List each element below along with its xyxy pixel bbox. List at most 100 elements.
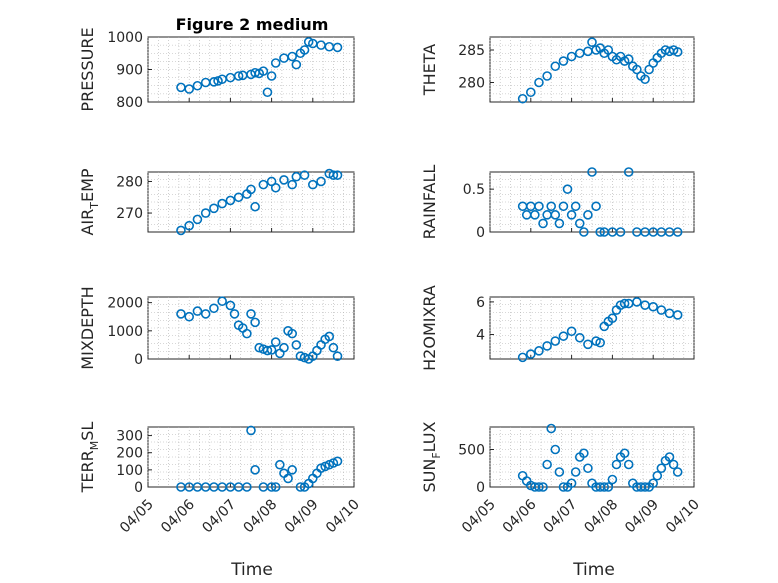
data-point xyxy=(225,195,236,206)
data-point xyxy=(250,201,260,212)
data-point xyxy=(229,309,240,319)
data-point xyxy=(184,220,194,231)
x-tick-label: 04/06 xyxy=(158,496,198,536)
data-point xyxy=(242,482,252,492)
data-point xyxy=(200,208,211,218)
data-point xyxy=(332,351,343,361)
data-point xyxy=(672,47,683,57)
data-point xyxy=(246,425,256,436)
y-axis-label-main: SUN xyxy=(420,459,439,493)
x-tick-label: 04/08 xyxy=(241,497,281,537)
data-point xyxy=(233,192,244,203)
data-point xyxy=(295,482,306,492)
data-point xyxy=(583,210,593,220)
y-tick-label: 280 xyxy=(116,174,143,190)
data-point xyxy=(246,184,256,195)
data-point xyxy=(254,342,265,353)
data-point xyxy=(184,311,194,322)
data-point xyxy=(566,326,577,337)
data-point xyxy=(287,465,298,475)
y-tick-label: 0.5 xyxy=(463,182,485,198)
y-tick-label: 6 xyxy=(476,295,485,311)
data-point xyxy=(566,51,577,62)
data-point xyxy=(332,42,343,53)
x-tick-label: 04/07 xyxy=(199,497,239,537)
data-point xyxy=(287,51,298,62)
x-tick-label: 04/10 xyxy=(323,497,363,537)
data-point xyxy=(558,201,569,212)
data-point xyxy=(611,459,622,470)
y-axis-label: H2OMIXRA xyxy=(420,285,439,371)
data-point xyxy=(664,452,675,462)
data-point xyxy=(266,71,277,81)
y-axis-label-tail: SL xyxy=(78,422,97,441)
y-axis-label: AIRTEMP xyxy=(78,168,101,235)
data-point xyxy=(279,342,289,353)
data-point xyxy=(632,297,642,307)
y-tick-label: 2000 xyxy=(107,296,143,312)
y-axis-label: MIXDEPTH xyxy=(78,286,97,369)
data-point xyxy=(595,337,605,348)
data-point xyxy=(534,346,544,356)
data-point xyxy=(672,310,683,320)
data-point xyxy=(316,176,326,187)
data-point xyxy=(270,337,281,347)
x-tick-label: 04/08 xyxy=(581,497,621,537)
y-axis-label-main: THETA xyxy=(420,44,439,96)
data-point xyxy=(668,459,679,470)
x-axis-label-left: Time xyxy=(230,560,273,580)
data-point xyxy=(623,54,634,64)
data-point xyxy=(623,459,634,470)
data-point xyxy=(583,339,593,350)
data-point xyxy=(546,201,557,212)
data-point xyxy=(591,201,601,212)
data-point xyxy=(225,300,236,311)
data-point xyxy=(550,61,561,72)
y-tick-label: 0 xyxy=(476,480,485,496)
x-tick-label: 04/05 xyxy=(459,497,499,537)
data-point xyxy=(299,45,310,55)
data-point xyxy=(534,482,544,492)
y-axis-label-subscript: M xyxy=(88,441,101,451)
data-point xyxy=(217,296,227,307)
data-point xyxy=(270,58,281,68)
y-tick-label: 1000 xyxy=(107,324,143,340)
data-point xyxy=(538,218,548,229)
data-point xyxy=(579,448,589,459)
data-point xyxy=(640,482,650,492)
y-axis-label-main: AIR xyxy=(78,209,97,236)
data-point xyxy=(619,448,630,459)
data-point xyxy=(233,71,244,81)
y-tick-label: 1000 xyxy=(107,30,143,46)
data-point xyxy=(295,351,306,361)
data-point xyxy=(209,303,219,314)
data-point xyxy=(607,313,618,324)
data-point xyxy=(574,332,585,343)
data-point xyxy=(550,210,561,220)
y-tick-label: 4 xyxy=(476,328,485,344)
data-point xyxy=(200,309,211,319)
data-point xyxy=(176,225,186,236)
data-point xyxy=(291,340,302,350)
data-point xyxy=(324,331,335,342)
data-point xyxy=(558,331,569,341)
data-point xyxy=(287,179,298,190)
y-tick-label: 0 xyxy=(134,352,143,368)
y-axis-label-tail: EMP xyxy=(78,168,97,202)
data-point xyxy=(599,482,610,492)
data-point xyxy=(262,87,273,98)
data-point xyxy=(619,298,630,309)
data-point xyxy=(287,328,298,339)
subplot-8: 04/05 04/06 04/07 04/08 04/09 04/10 0 500 SUNFLU… xyxy=(420,421,703,536)
data-point xyxy=(176,309,186,319)
y-tick-label: 270 xyxy=(116,206,143,222)
data-point xyxy=(266,345,277,355)
y-axis-label: PRESSURE xyxy=(78,27,97,111)
data-point xyxy=(266,482,277,492)
data-point xyxy=(192,214,203,225)
data-point xyxy=(566,210,577,220)
data-point xyxy=(672,227,683,237)
y-axis-label-subscript: F xyxy=(430,452,443,458)
